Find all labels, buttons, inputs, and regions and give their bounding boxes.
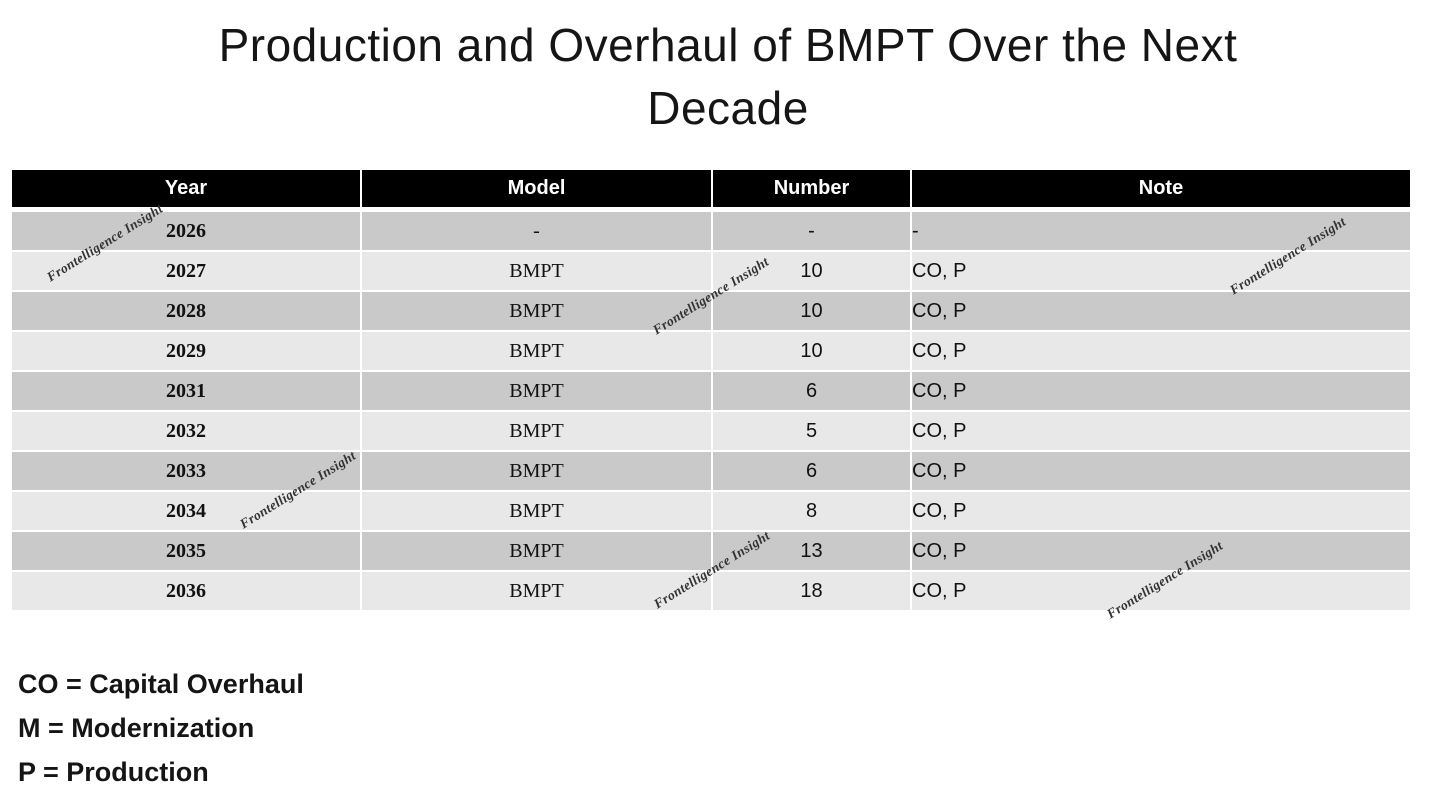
model-cell: BMPT bbox=[360, 290, 713, 332]
production-table: Year Model Number Note 2026 - - - 2027 B… bbox=[10, 168, 1412, 612]
column-header-number: Number bbox=[711, 168, 912, 212]
column-header-model: Model bbox=[360, 168, 713, 212]
column-header-year: Year bbox=[10, 168, 362, 212]
table-row: 2029 BMPT 10 CO, P bbox=[10, 330, 1412, 372]
number-cell: 6 bbox=[711, 450, 912, 492]
note-cell: CO, P bbox=[910, 290, 1412, 332]
table-row: 2028 BMPT 10 CO, P bbox=[10, 290, 1412, 332]
legend-line-m: M = Modernization bbox=[18, 713, 255, 743]
model-cell: BMPT bbox=[360, 450, 713, 492]
number-cell: 6 bbox=[711, 370, 912, 412]
table-row: 2026 - - - bbox=[10, 208, 1412, 252]
table-row: 2027 BMPT 10 CO, P bbox=[10, 250, 1412, 292]
number-cell: 13 bbox=[711, 530, 912, 572]
note-cell: - bbox=[910, 208, 1412, 252]
column-header-note: Note bbox=[910, 168, 1412, 212]
table-header-row: Year Model Number Note bbox=[10, 168, 1412, 212]
year-cell: 2029 bbox=[10, 330, 362, 372]
year-cell: 2027 bbox=[10, 250, 362, 292]
note-cell: CO, P bbox=[910, 250, 1412, 292]
number-cell: - bbox=[711, 208, 912, 252]
abbreviation-legend: CO = Capital Overhaul M = Modernization … bbox=[18, 662, 304, 790]
number-cell: 5 bbox=[711, 410, 912, 452]
page-title: Production and Overhaul of BMPT Over the… bbox=[0, 14, 1456, 140]
number-cell: 10 bbox=[711, 330, 912, 372]
table-row: 2031 BMPT 6 CO, P bbox=[10, 370, 1412, 412]
note-cell: CO, P bbox=[910, 450, 1412, 492]
year-cell: 2036 bbox=[10, 570, 362, 612]
year-cell: 2026 bbox=[10, 208, 362, 252]
year-cell: 2032 bbox=[10, 410, 362, 452]
page-title-line1: Production and Overhaul of BMPT Over the… bbox=[218, 19, 1238, 71]
table-row: 2032 BMPT 5 CO, P bbox=[10, 410, 1412, 452]
number-cell: 18 bbox=[711, 570, 912, 612]
number-cell: 10 bbox=[711, 290, 912, 332]
page-title-line2: Decade bbox=[647, 82, 809, 134]
table-row: 2034 BMPT 8 CO, P bbox=[10, 490, 1412, 532]
note-cell: CO, P bbox=[910, 370, 1412, 412]
model-cell: BMPT bbox=[360, 490, 713, 532]
legend-line-p: P = Production bbox=[18, 757, 209, 787]
table-row: 2035 BMPT 13 CO, P bbox=[10, 530, 1412, 572]
number-cell: 8 bbox=[711, 490, 912, 532]
year-cell: 2031 bbox=[10, 370, 362, 412]
note-cell: CO, P bbox=[910, 330, 1412, 372]
table-row: 2036 BMPT 18 CO, P bbox=[10, 570, 1412, 612]
note-cell: CO, P bbox=[910, 530, 1412, 572]
note-cell: CO, P bbox=[910, 490, 1412, 532]
model-cell: BMPT bbox=[360, 250, 713, 292]
model-cell: BMPT bbox=[360, 530, 713, 572]
year-cell: 2033 bbox=[10, 450, 362, 492]
table-row: 2033 BMPT 6 CO, P bbox=[10, 450, 1412, 492]
year-cell: 2028 bbox=[10, 290, 362, 332]
model-cell: - bbox=[360, 208, 713, 252]
number-cell: 10 bbox=[711, 250, 912, 292]
model-cell: BMPT bbox=[360, 410, 713, 452]
year-cell: 2034 bbox=[10, 490, 362, 532]
model-cell: BMPT bbox=[360, 570, 713, 612]
legend-line-co: CO = Capital Overhaul bbox=[18, 669, 304, 699]
year-cell: 2035 bbox=[10, 530, 362, 572]
note-cell: CO, P bbox=[910, 410, 1412, 452]
model-cell: BMPT bbox=[360, 370, 713, 412]
note-cell: CO, P bbox=[910, 570, 1412, 612]
model-cell: BMPT bbox=[360, 330, 713, 372]
